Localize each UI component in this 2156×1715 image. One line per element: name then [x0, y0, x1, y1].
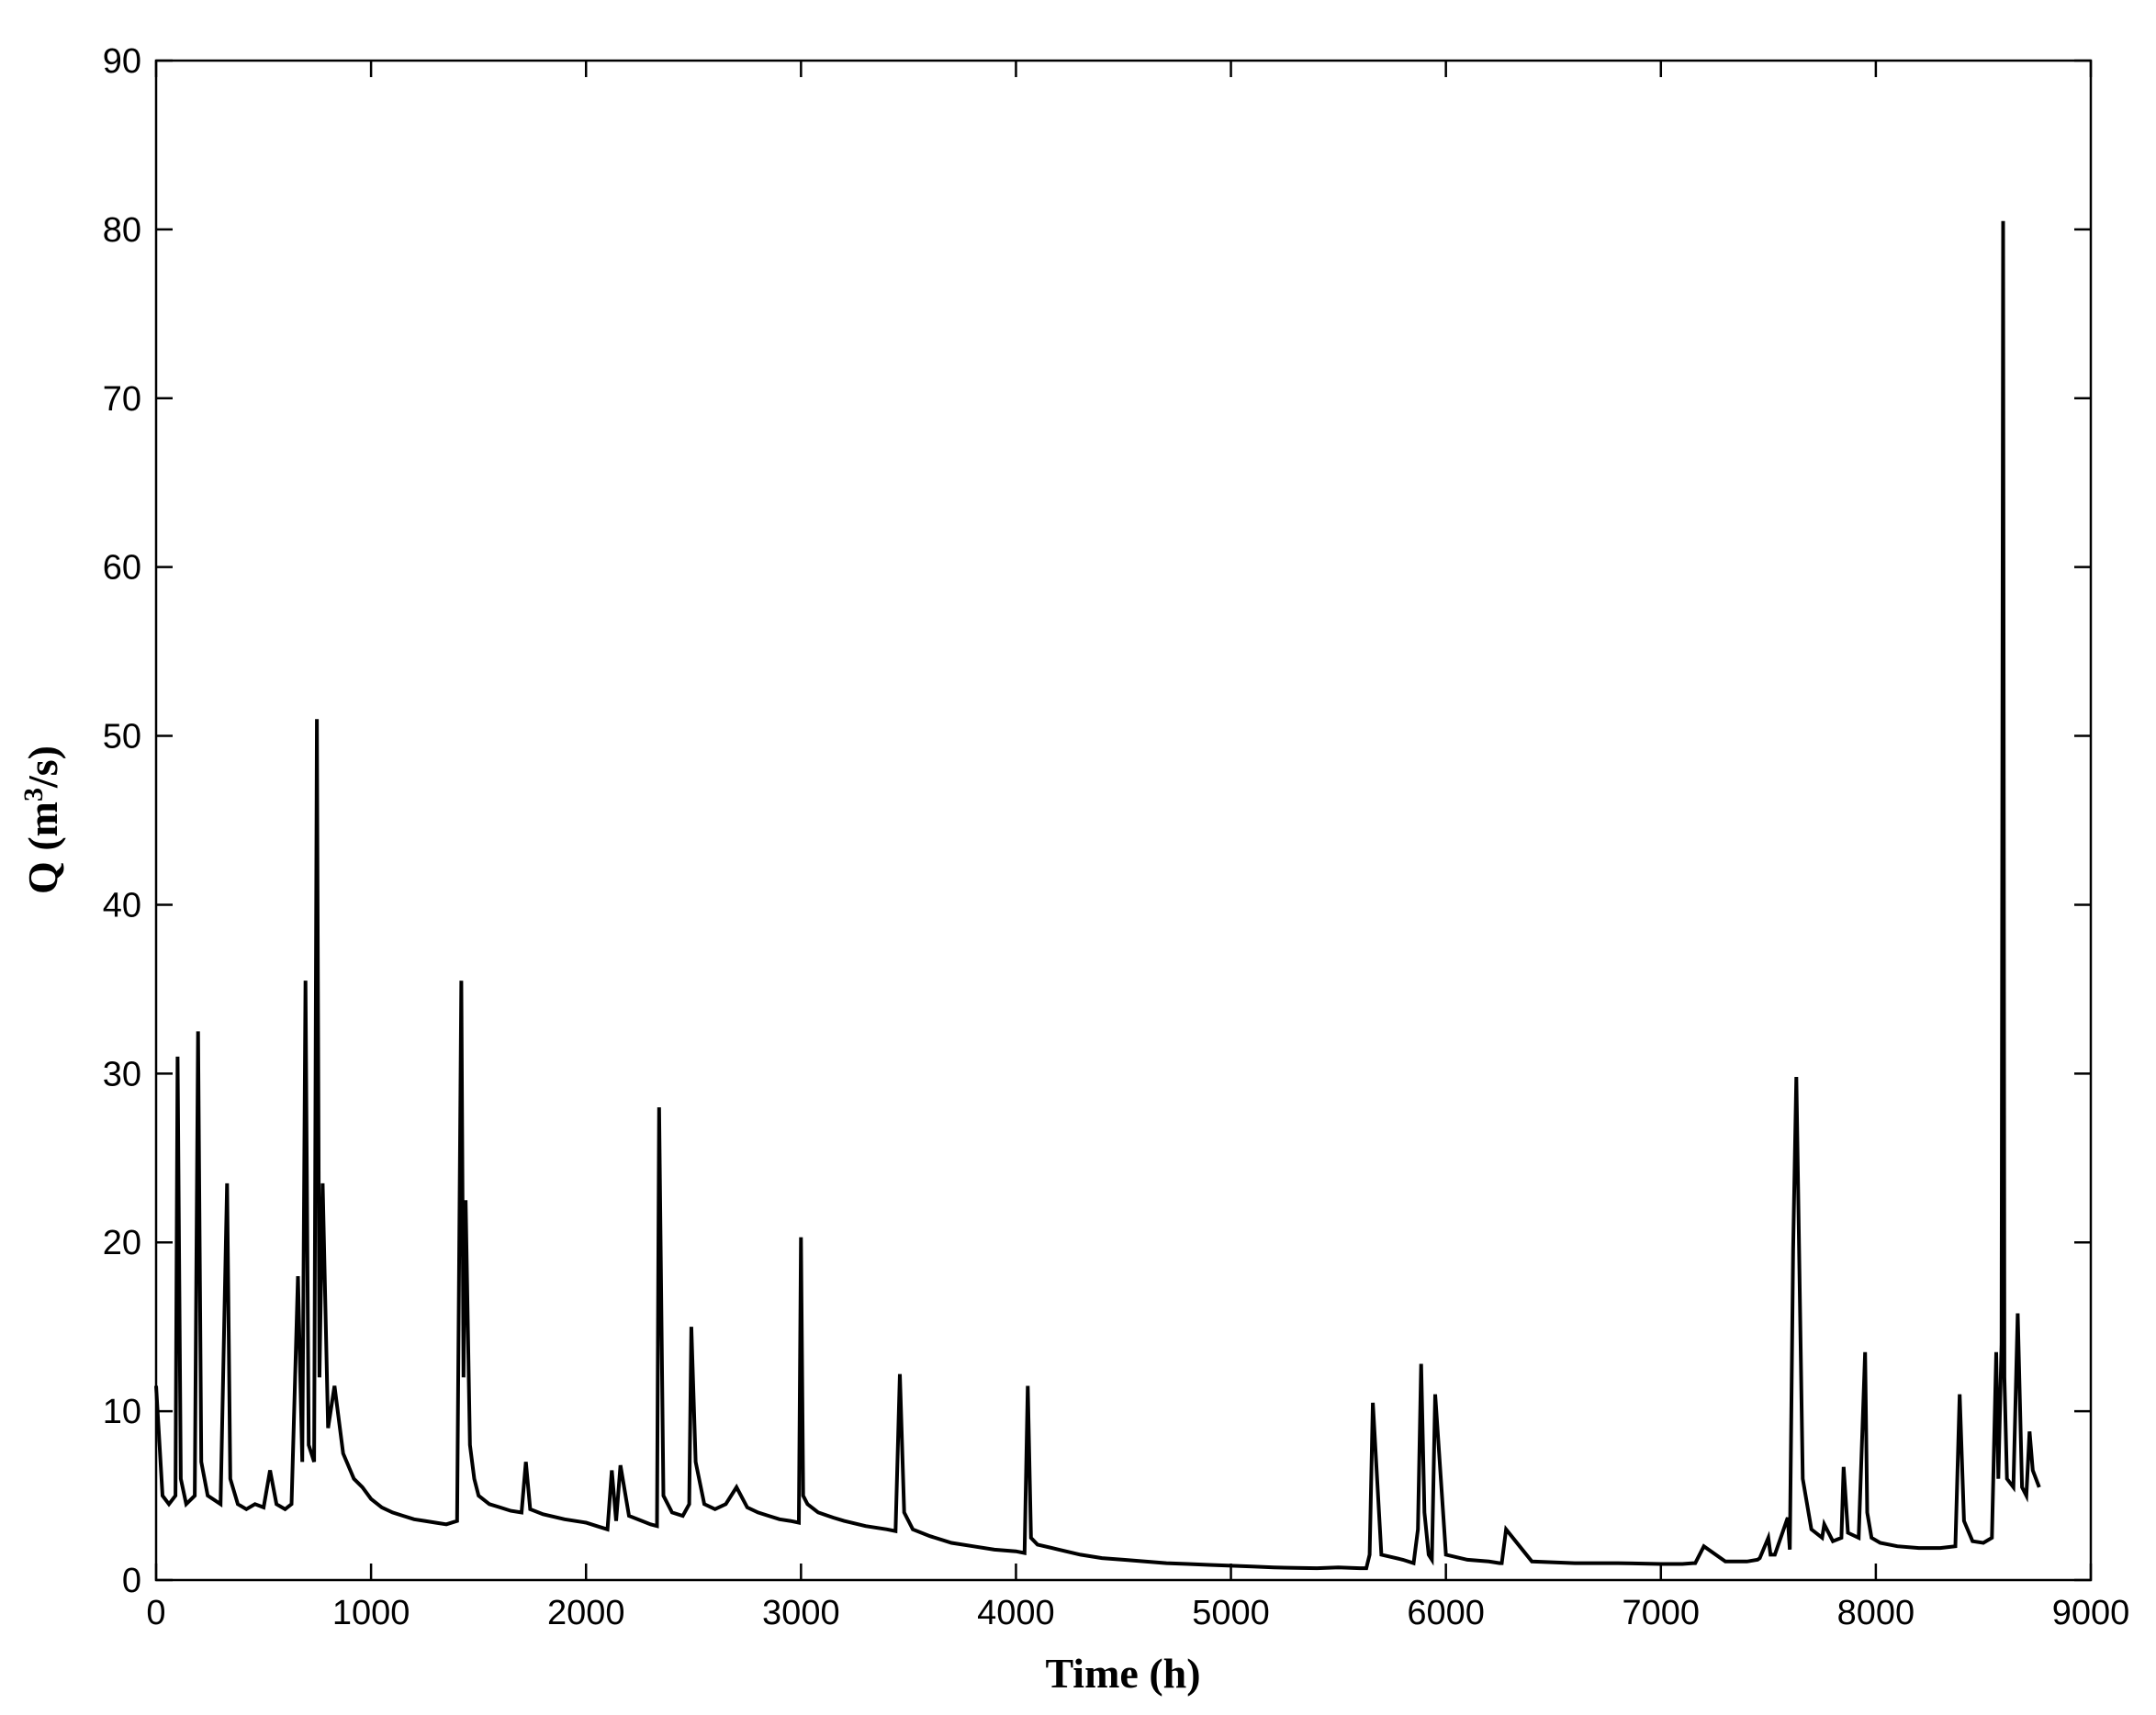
x-tick-label: 0	[146, 1594, 165, 1632]
y-tick-label: 10	[103, 1393, 141, 1431]
y-tick-label: 40	[103, 886, 141, 925]
x-tick-label: 2000	[547, 1594, 625, 1632]
y-tick-label: 0	[122, 1562, 141, 1600]
y-axis-title-superscript: 3	[18, 788, 49, 801]
y-tick-label: 20	[103, 1224, 141, 1262]
plot-frame	[154, 59, 2093, 1582]
x-tick-label: 5000	[1192, 1594, 1270, 1632]
y-axis-title-end: /s)	[19, 745, 66, 789]
y-tick-label: 60	[103, 549, 141, 588]
x-axis-title: Time (h)	[1045, 1650, 1200, 1697]
x-tick-label: 7000	[1623, 1594, 1701, 1632]
y-axis-title-main: Q (m	[19, 801, 66, 894]
y-tick-label: 80	[103, 211, 141, 250]
y-tick-label: 90	[103, 42, 141, 81]
x-tick-label: 6000	[1407, 1594, 1485, 1632]
discharge-series-line	[154, 220, 2041, 1571]
x-tick-labels: 0 1000 2000 3000 4000 5000 6000 7000 8000 9000	[146, 1594, 2129, 1632]
x-tick-label: 3000	[762, 1594, 840, 1632]
x-tick-label: 8000	[1837, 1594, 1915, 1632]
y-tick-label: 70	[103, 380, 141, 419]
x-tick-label: 4000	[977, 1594, 1055, 1632]
x-tick-label: 9000	[2052, 1594, 2130, 1632]
y-axis-title: Q (m3/s)	[18, 745, 66, 894]
y-tick-label: 50	[103, 718, 141, 757]
plot-background	[156, 61, 2091, 1580]
y-tick-labels: 0 10 20 30 40 50 60 70 80 90	[103, 42, 141, 1600]
y-tick-label: 30	[103, 1055, 141, 1093]
x-tick-label: 1000	[332, 1594, 410, 1632]
